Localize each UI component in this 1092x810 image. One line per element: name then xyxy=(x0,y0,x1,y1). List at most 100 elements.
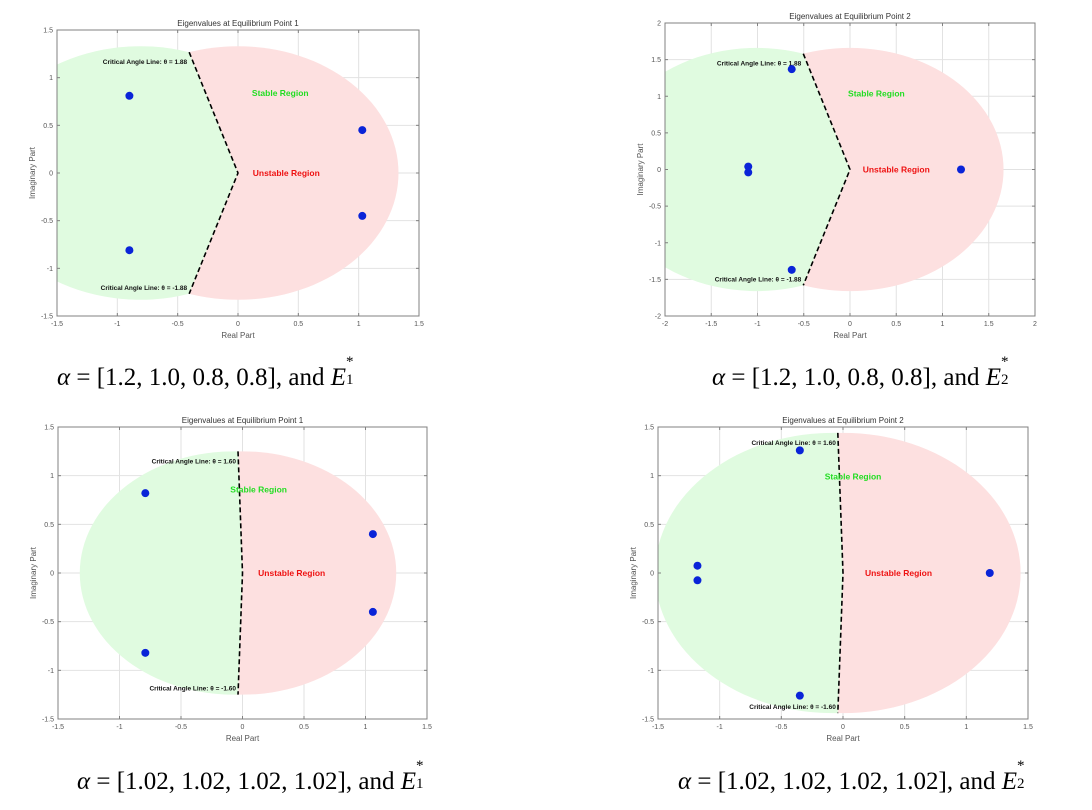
critical-angle-line xyxy=(802,53,851,286)
y-tick-label: -2 xyxy=(655,314,661,321)
x-axis-label: Real Part xyxy=(221,331,255,340)
eigenvalue-point xyxy=(744,162,753,171)
eigenvalue-point xyxy=(368,530,377,539)
x-tick-label: 0.5 xyxy=(891,321,901,328)
critical-angle-label-lower: Critical Angle Line: θ = -1.60 xyxy=(149,686,236,693)
eigenvalue-point xyxy=(787,265,796,274)
x-tick-label: 0 xyxy=(848,321,852,328)
stable-region xyxy=(658,432,843,714)
y-tick-label: 1.5 xyxy=(43,28,53,35)
critical-angle-label-lower: Critical Angle Line: θ = -1.60 xyxy=(749,704,836,711)
x-tick-label: 1 xyxy=(357,321,361,328)
eigenvalue-point xyxy=(358,126,367,135)
y-tick-label: -1.5 xyxy=(642,717,654,724)
x-tick-label: -1.5 xyxy=(652,724,664,731)
eigenvalue-point xyxy=(744,168,753,177)
caption-and: , and xyxy=(275,364,325,391)
regions xyxy=(665,47,1004,292)
y-tick-label: -1 xyxy=(48,668,54,675)
caption-eq: = xyxy=(725,364,752,391)
caption-eq: = xyxy=(691,768,718,795)
eigenvalue-point xyxy=(985,569,994,577)
y-tick-label: 1.5 xyxy=(644,425,654,432)
eigenvalue-point xyxy=(368,607,377,616)
eigenvalue-point xyxy=(693,576,702,585)
y-tick-label: 1.5 xyxy=(44,425,54,432)
panel-3: -1.5 -1 -0.5 0 0.5 1 1.5 -1.5 -1 -0.5 0 0.5 1 1.5 Eige… xyxy=(0,405,440,750)
x-tick-label: 0.5 xyxy=(293,321,303,328)
y-axis-label: Imaginary Part xyxy=(636,143,645,196)
caption-eq: = xyxy=(70,364,97,391)
critical-angle-label-upper: Critical Angle Line: θ = 1.88 xyxy=(717,61,802,68)
y-tick-label: 1.5 xyxy=(651,57,661,64)
y-tick-label: 0 xyxy=(50,571,54,578)
unstable-region-label: Unstable Region xyxy=(863,165,930,175)
x-tick-label: 2 xyxy=(1033,321,1037,328)
chart-3: -1.5 -1 -0.5 0 0.5 1 1.5 -1.5 -1 -0.5 0 0.5 1 1.5 Eige… xyxy=(29,416,432,743)
unstable-region-label: Unstable Region xyxy=(258,568,325,578)
caption-and: , and xyxy=(345,768,395,795)
chart-title: Eigenvalues at Equilibrium Point 1 xyxy=(177,19,299,28)
eigenvalue-point xyxy=(141,489,150,498)
critical-angle-line xyxy=(237,451,244,695)
chart-2: -2 -1.5 -1 -0.5 0 0.5 1 1.5 2 -2 -1.5 -1 -0.5 0 0.5 1 1.… xyxy=(636,12,1037,340)
caption-2: α = [1.2, 1.0, 0.8, 0.8], and E * 2 xyxy=(712,354,1013,392)
y-tick-label: -1 xyxy=(655,240,661,247)
x-tick-label: 1 xyxy=(364,724,368,731)
y-tick-label: 0.5 xyxy=(43,123,53,130)
y-tick-label: -0.5 xyxy=(642,619,654,626)
y-axis-label: Imaginary Part xyxy=(629,546,638,599)
x-tick-label: 1.5 xyxy=(422,724,432,731)
eigenvalue-point xyxy=(795,446,804,455)
caption-values: [1.2, 1.0, 0.8, 0.8] xyxy=(751,364,931,391)
eigenvalue-point xyxy=(358,211,367,220)
x-tick-label: 0.5 xyxy=(299,724,309,731)
chart-4: -1.5 -1 -0.5 0 0.5 1 1.5 -1.5 -1 -0.5 0 0.5 1 1.5 Eige… xyxy=(629,416,1033,743)
y-tick-label: 2 xyxy=(657,21,661,28)
x-tick-label: 1 xyxy=(941,321,945,328)
caption-sup: * xyxy=(1017,758,1025,774)
stable-region xyxy=(665,47,850,292)
caption-E: E xyxy=(330,364,347,391)
caption-alpha: α xyxy=(57,364,71,391)
critical-angle-label-upper: Critical Angle Line: θ = 1.60 xyxy=(751,440,836,447)
stable-region-label: Stable Region xyxy=(230,484,287,494)
caption-values: [1.2, 1.0, 0.8, 0.8] xyxy=(96,364,276,391)
stable-region-label: Stable Region xyxy=(252,88,309,98)
x-tick-label: 0.5 xyxy=(900,724,910,731)
eigenvalue-point xyxy=(795,691,804,700)
chart-title: Eigenvalues at Equilibrium Point 1 xyxy=(182,416,304,425)
caption-alpha: α xyxy=(678,768,692,795)
unstable-region-label: Unstable Region xyxy=(865,568,932,578)
caption-values: [1.02, 1.02, 1.02, 1.02] xyxy=(717,768,947,795)
caption-sub: 2 xyxy=(1017,776,1025,792)
critical-angle-label-upper: Critical Angle Line: θ = 1.88 xyxy=(103,59,188,66)
caption-eq: = xyxy=(90,768,117,795)
y-tick-label: 0.5 xyxy=(644,522,654,529)
x-axis-label: Real Part xyxy=(226,734,260,743)
y-tick-label: -0.5 xyxy=(41,218,53,225)
y-tick-label: -1.5 xyxy=(41,314,53,321)
eigenvalue-point xyxy=(787,65,796,74)
x-tick-label: -1.5 xyxy=(52,724,64,731)
x-axis-label: Real Part xyxy=(826,734,860,743)
y-tick-label: 0 xyxy=(657,167,661,174)
caption-1: α = [1.2, 1.0, 0.8, 0.8], and E * 1 xyxy=(57,354,358,392)
stable-region-label: Stable Region xyxy=(848,88,905,98)
unstable-region-label: Unstable Region xyxy=(253,168,320,178)
x-tick-label: 0 xyxy=(841,724,845,731)
y-tick-label: 1 xyxy=(657,94,661,101)
x-tick-label: 1.5 xyxy=(984,321,994,328)
x-tick-label: -1 xyxy=(114,321,120,328)
caption-sup: * xyxy=(416,758,424,774)
y-tick-label: -1 xyxy=(648,668,654,675)
panel-1: -1.5 -1 -0.5 0 0.5 1 1.5 -1.5 -1 -0.5 0 0.5 1 1.5 Eige… xyxy=(0,0,440,340)
y-tick-label: -1.5 xyxy=(649,277,661,284)
y-tick-label: 0.5 xyxy=(44,522,54,529)
chart-title: Eigenvalues at Equilibrium Point 2 xyxy=(782,416,904,425)
y-axis-label: Imaginary Part xyxy=(29,546,38,599)
caption-alpha: α xyxy=(77,768,91,795)
y-tick-label: 1 xyxy=(49,75,53,82)
stable-region-label: Stable Region xyxy=(825,472,882,482)
chart-title: Eigenvalues at Equilibrium Point 2 xyxy=(789,12,911,21)
